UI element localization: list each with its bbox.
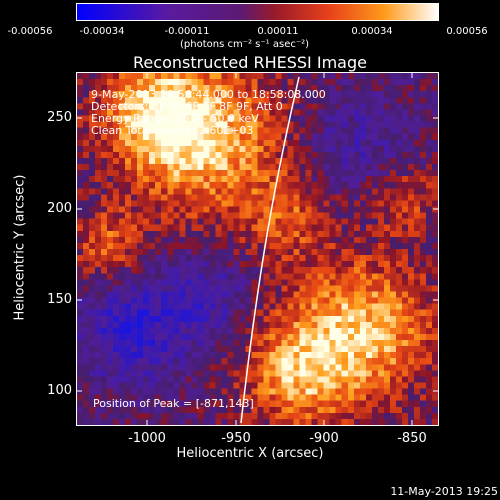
annotation-detectors: Detectors: 3F 5F 6F 7F 8F 9F, Att 0	[91, 100, 283, 113]
x-tick-label: -850	[397, 431, 427, 446]
annotation-energy: Energy Range: 25.0 - 50.0 keV	[91, 112, 259, 125]
colorbar-tick: 0.00011	[257, 26, 299, 37]
colorbar-tick: 0.00056	[446, 26, 488, 37]
limb-line	[240, 76, 300, 424]
colorbar-tick: -0.00034	[79, 26, 125, 37]
y-axis-label: Heliocentric Y (arcsec)	[12, 174, 28, 321]
annotation-clean: Clean Total counts: 2.60E+03	[91, 124, 254, 137]
colorbar-tick: 0.00034	[351, 26, 393, 37]
x-tick-label: -1000	[128, 431, 166, 446]
heatmap-canvas	[77, 73, 438, 425]
annotation-peak: Position of Peak = [-871,143]	[93, 397, 254, 410]
timestamp: 11-May-2013 19:25	[390, 485, 498, 498]
annotation-time: 9-May-2013 18:56:44.000 to 18:58:08.000	[91, 88, 326, 101]
colorbar-tick: -0.00011	[164, 26, 210, 37]
y-tick-label: 200	[47, 201, 72, 216]
rhessi-image: 9-May-2013 18:56:44.000 to 18:58:08.000 …	[76, 72, 439, 426]
plot-title: Reconstructed RHESSI Image	[133, 53, 367, 72]
y-tick-label: 100	[47, 383, 72, 398]
y-tick-label: 250	[47, 110, 72, 125]
colorbar-unit: (photons cm⁻² s⁻¹ asec⁻²)	[180, 39, 310, 50]
x-tick-label: -900	[309, 431, 339, 446]
colorbar-tick: -0.00056	[7, 26, 53, 37]
x-axis-label: Heliocentric X (arcsec)	[176, 446, 324, 461]
x-tick-label: -950	[221, 431, 251, 446]
colorbar	[76, 3, 439, 21]
y-tick-label: 150	[47, 292, 72, 307]
